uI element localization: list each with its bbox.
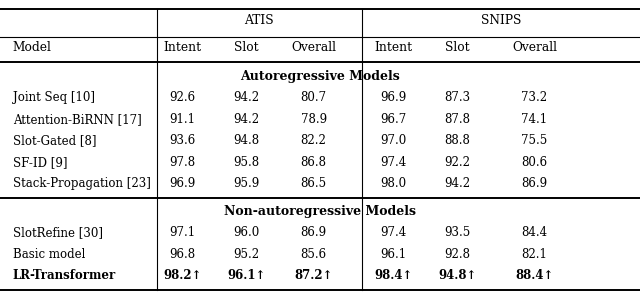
Text: 87.8: 87.8	[445, 113, 470, 126]
Text: 97.4: 97.4	[380, 226, 407, 239]
Text: 92.2: 92.2	[445, 156, 470, 169]
Text: 94.2: 94.2	[234, 91, 259, 104]
Text: Basic model: Basic model	[13, 248, 85, 260]
Text: 96.0: 96.0	[233, 226, 260, 239]
Text: 96.7: 96.7	[380, 113, 407, 126]
Text: 87.3: 87.3	[445, 91, 470, 104]
Text: 98.0: 98.0	[381, 177, 406, 190]
Text: 86.5: 86.5	[301, 177, 326, 190]
Text: 95.9: 95.9	[233, 177, 260, 190]
Text: 73.2: 73.2	[522, 91, 547, 104]
Text: 93.6: 93.6	[169, 134, 196, 147]
Text: Model: Model	[13, 41, 52, 54]
Text: Slot-Gated [8]: Slot-Gated [8]	[13, 134, 96, 147]
Text: LR-Transformer: LR-Transformer	[13, 269, 116, 282]
Text: 96.9: 96.9	[169, 177, 196, 190]
Text: 96.8: 96.8	[170, 248, 195, 260]
Text: 78.9: 78.9	[301, 113, 326, 126]
Text: 80.6: 80.6	[522, 156, 547, 169]
Text: 87.2↑: 87.2↑	[294, 269, 333, 282]
Text: Attention-BiRNN [17]: Attention-BiRNN [17]	[13, 113, 141, 126]
Text: 98.4↑: 98.4↑	[374, 269, 413, 282]
Text: Stack-Propagation [23]: Stack-Propagation [23]	[13, 177, 150, 190]
Text: 85.6: 85.6	[301, 248, 326, 260]
Text: 98.2↑: 98.2↑	[163, 269, 202, 282]
Text: 97.0: 97.0	[380, 134, 407, 147]
Text: 92.6: 92.6	[170, 91, 195, 104]
Text: 86.9: 86.9	[522, 177, 547, 190]
Text: Intent: Intent	[374, 41, 413, 54]
Text: 96.1: 96.1	[381, 248, 406, 260]
Text: Non-autoregressive Models: Non-autoregressive Models	[224, 205, 416, 218]
Text: Slot: Slot	[234, 41, 259, 54]
Text: Intent: Intent	[163, 41, 202, 54]
Text: 94.2: 94.2	[445, 177, 470, 190]
Text: 97.4: 97.4	[380, 156, 407, 169]
Text: SlotRefine [30]: SlotRefine [30]	[13, 226, 103, 239]
Text: 88.4↑: 88.4↑	[515, 269, 554, 282]
Text: 97.8: 97.8	[170, 156, 195, 169]
Text: 82.1: 82.1	[522, 248, 547, 260]
Text: 96.1↑: 96.1↑	[227, 269, 266, 282]
Text: Slot: Slot	[445, 41, 470, 54]
Text: 94.2: 94.2	[234, 113, 259, 126]
Text: Overall: Overall	[291, 41, 336, 54]
Text: 88.8: 88.8	[445, 134, 470, 147]
Text: 84.4: 84.4	[522, 226, 547, 239]
Text: Joint Seq [10]: Joint Seq [10]	[13, 91, 95, 104]
Text: SF-ID [9]: SF-ID [9]	[13, 156, 67, 169]
Text: 74.1: 74.1	[522, 113, 547, 126]
Text: 92.8: 92.8	[445, 248, 470, 260]
Text: 91.1: 91.1	[170, 113, 195, 126]
Text: 95.8: 95.8	[234, 156, 259, 169]
Text: 97.1: 97.1	[170, 226, 195, 239]
Text: 96.9: 96.9	[380, 91, 407, 104]
Text: 80.7: 80.7	[301, 91, 326, 104]
Text: Autoregressive Models: Autoregressive Models	[240, 70, 400, 83]
Text: 94.8↑: 94.8↑	[438, 269, 477, 282]
Text: 82.2: 82.2	[301, 134, 326, 147]
Text: 86.9: 86.9	[301, 226, 326, 239]
Text: Overall: Overall	[512, 41, 557, 54]
Text: 93.5: 93.5	[444, 226, 471, 239]
Text: 94.8: 94.8	[234, 134, 259, 147]
Text: 95.2: 95.2	[234, 248, 259, 260]
Text: 75.5: 75.5	[521, 134, 548, 147]
Text: 86.8: 86.8	[301, 156, 326, 169]
Text: ATIS: ATIS	[244, 14, 274, 27]
Text: SNIPS: SNIPS	[481, 14, 521, 27]
